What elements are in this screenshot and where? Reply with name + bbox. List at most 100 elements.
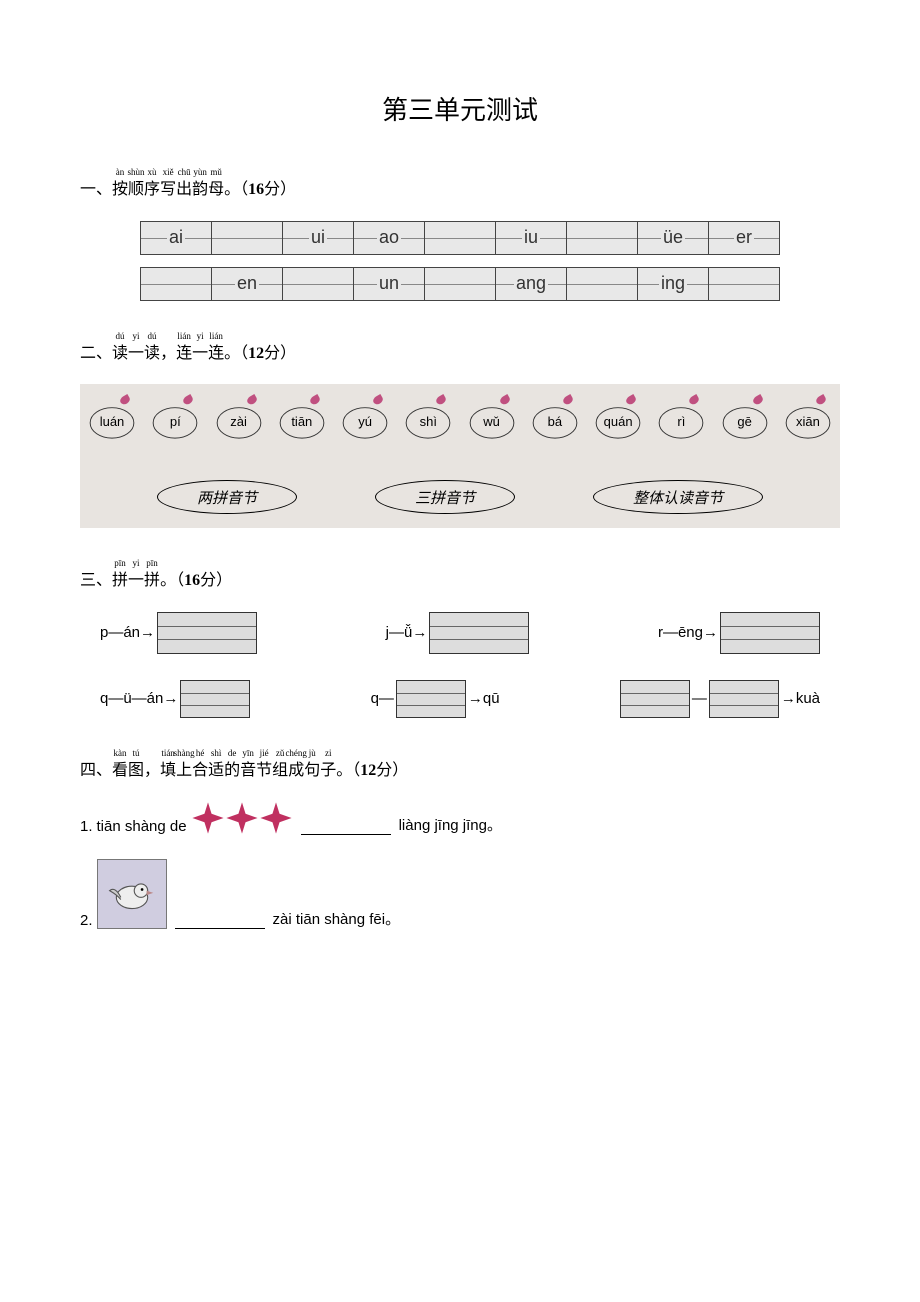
ruby-char: 子zi [320, 758, 336, 784]
stars-icon [191, 801, 293, 835]
ruby-char: 拼pīn [112, 568, 128, 594]
syllable-bubble: pí [151, 402, 199, 440]
q4-item2-num: 2. [80, 912, 93, 929]
ruby-char: 适shì [208, 758, 224, 784]
q3-item-1a: p—án→ [100, 612, 257, 654]
q4-item2-post: zài tiān shàng fēi。 [273, 908, 401, 929]
q3-number: 三、 [80, 572, 112, 589]
q3-item-2b: q—→qū [371, 680, 500, 718]
fill-blank[interactable] [175, 913, 265, 929]
vowel-cell: en [212, 268, 283, 300]
syllable-bubble: quán [594, 402, 642, 440]
ruby-char: 的de [224, 758, 240, 784]
syllable-bubble: wǔ [468, 402, 516, 440]
vowel-cell [709, 268, 779, 300]
q3-item-2c: —→kuà [620, 680, 820, 718]
vowel-cell: er [709, 222, 779, 254]
vowel-cell [283, 268, 354, 300]
q3-item-1b: j—ǚ→ [386, 612, 530, 654]
ruby-char: 韵yùn [192, 177, 208, 203]
q2-syllable-row: luánpízàitiānyúshìwǔbáquánrìgēxiān [88, 402, 832, 440]
ruby-char: 连lián [176, 341, 192, 367]
ruby-char: 填tián [160, 758, 176, 784]
ruby-char: 出chū [176, 177, 192, 203]
syllable-bubble: bá [531, 402, 579, 440]
syllable-bubble: luán [88, 402, 136, 440]
vowel-cell: un [354, 268, 425, 300]
q2-category-row: 两拼音节 三拼音节 整体认读音节 [88, 480, 832, 514]
ruby-char: 成chéng [288, 758, 304, 784]
q4-item-2: 2. zài tiān shàng fēi。 [80, 859, 840, 929]
q3-row-2: q—ü—án→ q—→qū —→kuà [100, 680, 820, 718]
ruby-char: 合hé [192, 758, 208, 784]
vowel-cell [425, 268, 496, 300]
q3-panel: p—án→ j—ǚ→ r—ēng→ q—ü—án→ q—→qū —→kuà [100, 612, 820, 718]
ruby-char: 看kàn [112, 758, 128, 784]
q4-item1-num: 1. [80, 818, 93, 835]
q1-number: 一、 [80, 181, 112, 198]
syllable-bubble: zài [215, 402, 263, 440]
write-box[interactable] [429, 612, 529, 654]
q4-number: 四、 [80, 762, 112, 779]
q3-item-2a: q—ü—án→ [100, 680, 250, 718]
syllable-bubble: yú [341, 402, 389, 440]
vowel-cell [141, 268, 212, 300]
syllable-bubble: gē [721, 402, 769, 440]
ruby-char: ， [144, 758, 160, 784]
q1-row-2: en un ang ing [140, 267, 780, 301]
write-box[interactable] [709, 680, 779, 718]
vowel-cell: ao [354, 222, 425, 254]
q1-grid: ai uiao iu üeer en un ang ing [140, 221, 780, 301]
syllable-bubble: tiān [278, 402, 326, 440]
ruby-char: 顺shùn [128, 177, 144, 203]
vowel-cell [567, 222, 638, 254]
ruby-char: 上shàng [176, 758, 192, 784]
vowel-cell [212, 222, 283, 254]
vowel-cell: ai [141, 222, 212, 254]
q2-heading: 二、读dú一yi读dú，连lián一yi连lián。（12分） [80, 341, 840, 367]
vowel-cell: ang [496, 268, 567, 300]
page-title: 第三单元测试 [80, 90, 840, 127]
ruby-char: 母mǔ [208, 177, 224, 203]
q2-number: 二、 [80, 345, 112, 362]
syllable-bubble: shì [404, 402, 452, 440]
q3-heading: 三、拼pīn一yi拼pīn。（16分） [80, 568, 840, 594]
category-whole: 整体认读音节 [593, 480, 763, 514]
vowel-cell [567, 268, 638, 300]
category-three-pin: 三拼音节 [375, 480, 515, 514]
ruby-char: 读dú [144, 341, 160, 367]
ruby-char: 节jié [256, 758, 272, 784]
ruby-char: 拼pīn [144, 568, 160, 594]
write-box[interactable] [180, 680, 250, 718]
q4-item1-post: liàng jīng jīng。 [399, 814, 502, 835]
syllable-bubble: xiān [784, 402, 832, 440]
ruby-char: ， [160, 341, 176, 367]
ruby-char: 图tú [128, 758, 144, 784]
ruby-char: 句jù [304, 758, 320, 784]
ruby-char: 一yi [128, 341, 144, 367]
ruby-char: 按àn [112, 177, 128, 203]
ruby-char: 连lián [208, 341, 224, 367]
ruby-char: 一yi [192, 341, 208, 367]
q3-item-1c: r—ēng→ [658, 612, 820, 654]
vowel-cell: ui [283, 222, 354, 254]
syllable-bubble: rì [657, 402, 705, 440]
q1-heading: 一、按àn顺shùn序xù写xiě出chū韵yùn母mǔ。（16分） [80, 177, 840, 203]
vowel-cell: ing [638, 268, 709, 300]
ruby-char: 写xiě [160, 177, 176, 203]
ruby-char: 组zǔ [272, 758, 288, 784]
category-two-pin: 两拼音节 [157, 480, 297, 514]
bird-icon [97, 859, 167, 929]
q4-heading: 四、看kàn图tú，填tián上shàng合hé适shì的de音yīn节jié组… [80, 758, 840, 784]
q3-row-1: p—án→ j—ǚ→ r—ēng→ [100, 612, 820, 654]
q4-item1-pre: tiān shàng de [97, 818, 187, 835]
write-box[interactable] [396, 680, 466, 718]
write-box[interactable] [157, 612, 257, 654]
vowel-cell: üe [638, 222, 709, 254]
fill-blank[interactable] [301, 819, 391, 835]
write-box[interactable] [620, 680, 690, 718]
write-box[interactable] [720, 612, 820, 654]
q4-panel: 1. tiān shàng de liàng jīng jīng。 2. zài… [80, 801, 840, 929]
vowel-cell: iu [496, 222, 567, 254]
ruby-char: 一yi [128, 568, 144, 594]
